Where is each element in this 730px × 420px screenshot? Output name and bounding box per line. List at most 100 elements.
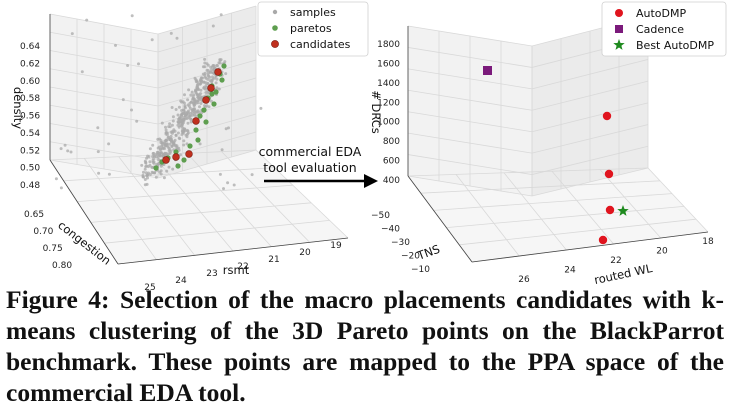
sample-point	[182, 101, 186, 105]
sample-point	[144, 171, 148, 175]
sample-point	[154, 152, 158, 156]
point-best-autodmp	[617, 205, 629, 216]
left-z-tick-label: 0.58	[20, 94, 40, 104]
sample-point	[222, 187, 225, 191]
sample-point	[157, 158, 161, 162]
left-x-tick-label: 21	[268, 255, 279, 265]
arrow-label-line2: tool evaluation	[263, 160, 356, 175]
sample-point	[185, 142, 189, 146]
left-legend-marker-samples	[272, 9, 278, 15]
sample-point	[211, 24, 215, 28]
left-z-tick-label: 0.56	[20, 112, 40, 122]
sample-point	[198, 142, 202, 146]
right-legend-label-autodmp: AutoDMP	[636, 7, 687, 20]
right-z-tick-label: 1600	[377, 59, 400, 69]
sample-point	[183, 114, 187, 118]
sample-point	[171, 119, 175, 123]
sample-point	[170, 106, 174, 109]
sample-point	[204, 91, 208, 94]
sample-point	[137, 62, 140, 66]
sample-point	[168, 142, 172, 146]
left-xlabel: rsmt	[223, 263, 250, 277]
sample-point	[176, 123, 180, 127]
sample-point	[180, 132, 184, 136]
sample-point	[175, 36, 179, 40]
sample-point	[198, 105, 201, 109]
sample-point	[174, 108, 178, 111]
left-3d-plot: 0.48 0.50 0.52 0.54 0.56 0.58 0.60 0.62 0.64 0.6…	[11, 1, 369, 290]
sample-point	[130, 108, 133, 112]
sample-point	[206, 82, 210, 86]
sample-point	[178, 116, 182, 120]
right-y-tick-label: −50	[371, 211, 390, 221]
right-y-tick-label: −10	[411, 265, 430, 275]
sample-point	[151, 143, 155, 147]
left-y-tick-label: 0.75	[43, 244, 63, 254]
sample-point	[179, 153, 182, 157]
left-floor-pane	[50, 150, 348, 264]
left-x-tick-label: 25	[144, 283, 155, 290]
candidate-point	[207, 84, 215, 92]
sample-point	[165, 169, 169, 173]
sample-point	[159, 151, 163, 155]
sample-point	[148, 160, 152, 164]
pareto-point	[201, 107, 207, 113]
right-x-tick-label: 20	[656, 247, 668, 257]
sample-point	[206, 91, 210, 95]
pareto-point	[173, 149, 179, 155]
sample-point	[150, 38, 154, 42]
sample-point	[196, 83, 200, 87]
arrow-label-line1: commercial EDA	[259, 144, 362, 159]
sample-point	[66, 149, 70, 153]
sample-point	[186, 121, 190, 125]
sample-point	[200, 79, 203, 83]
sample-point	[146, 176, 149, 180]
pareto-point	[211, 101, 217, 107]
sample-point	[209, 70, 213, 74]
sample-point	[203, 61, 207, 65]
sample-point	[188, 106, 192, 110]
right-floor-pane	[408, 168, 708, 262]
sample-point	[167, 149, 171, 153]
sample-point	[182, 143, 186, 147]
pareto-point	[203, 119, 209, 125]
right-z-tick-label: 1200	[377, 98, 400, 108]
sample-point	[259, 106, 263, 110]
sample-point	[146, 165, 150, 169]
right-z-tick-label: 800	[383, 137, 400, 147]
sample-point	[152, 157, 156, 161]
pareto-point	[153, 165, 159, 171]
sample-point	[193, 76, 197, 80]
point-autodmp	[598, 235, 608, 245]
sample-point	[211, 71, 215, 75]
sample-point	[154, 155, 158, 159]
sample-point	[164, 139, 168, 143]
sample-point	[219, 13, 223, 17]
sample-point	[178, 137, 182, 141]
left-z-tick-label: 0.60	[20, 77, 40, 87]
left-y-tick-label: 0.80	[52, 261, 72, 271]
sample-point	[191, 95, 195, 99]
sample-point	[207, 105, 211, 109]
pareto-point	[197, 113, 203, 119]
pareto-point	[193, 127, 199, 133]
left-legend-marker-paretos	[272, 25, 278, 31]
pareto-point	[221, 63, 227, 69]
sample-point	[191, 113, 195, 117]
candidate-point	[214, 68, 222, 76]
sample-point	[143, 178, 147, 181]
left-legend-label-paretos: paretos	[290, 22, 332, 35]
sample-point	[70, 32, 74, 36]
sample-point	[170, 123, 174, 127]
sample-point	[194, 88, 197, 92]
left-legend: samples paretos candidates	[257, 1, 369, 57]
sample-point	[215, 63, 219, 67]
sample-point	[250, 173, 254, 177]
left-candidates-points	[162, 68, 222, 164]
sample-point	[140, 163, 144, 167]
sample-point	[159, 169, 163, 173]
left-z-tick-label: 0.50	[20, 164, 40, 174]
sample-point	[179, 99, 183, 103]
sample-point	[203, 75, 207, 79]
